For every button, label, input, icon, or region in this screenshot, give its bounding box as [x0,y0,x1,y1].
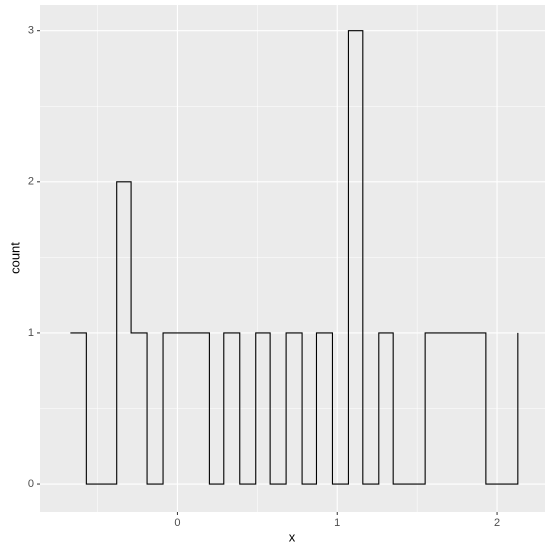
x-tick-label: 0 [174,517,180,529]
panel [40,5,545,512]
x-axis-title: x [289,529,296,544]
y-tick-label: 1 [28,327,34,339]
y-tick-label: 3 [28,25,34,37]
y-axis-title: count [7,242,22,274]
x-tick-label: 2 [494,517,500,529]
step-line [70,30,519,485]
y-tick-label: 2 [28,176,34,188]
y-tick-label: 0 [28,478,34,490]
x-tick-label: 1 [334,517,340,529]
